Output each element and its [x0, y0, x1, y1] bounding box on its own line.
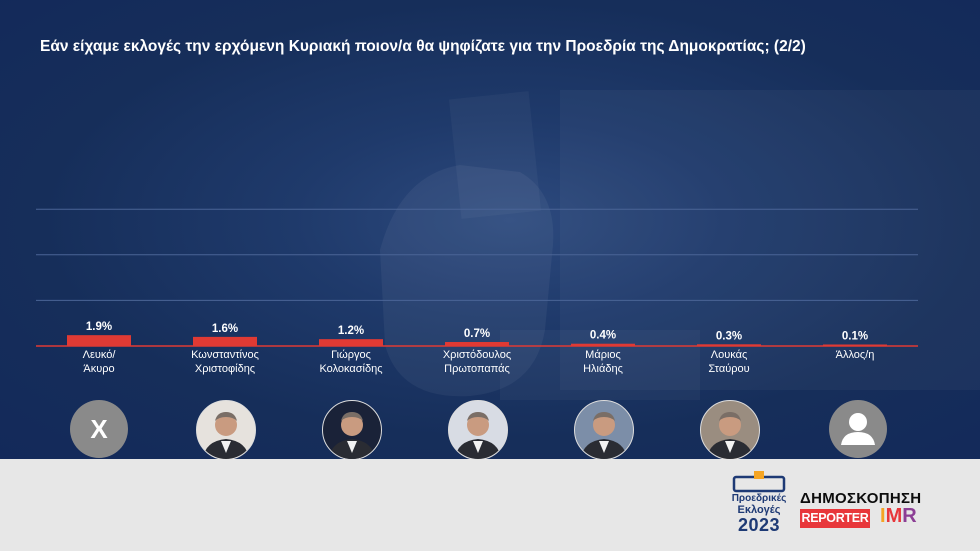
imr-logo-r: R — [902, 505, 917, 527]
data-label: 1.9% — [86, 321, 112, 333]
category-label: Μάριος — [585, 349, 621, 361]
data-label: 0.4% — [590, 330, 616, 342]
bar — [445, 342, 509, 346]
poll-label: ΔΗΜΟΣΚΟΠΗΣΗ — [800, 490, 922, 507]
data-label: 0.1% — [842, 331, 868, 343]
chart-background — [0, 0, 980, 459]
footer-band — [0, 459, 980, 551]
election-logo-line1: Προεδρικές — [731, 493, 787, 504]
election-logo-line2: Εκλογές — [737, 504, 781, 516]
candidate-photo — [196, 400, 256, 460]
bar — [193, 336, 257, 346]
bar-chart: 1.9% Λευκό/Άκυρο 1.6% Κωνσταντίνος Χριστοφίδ… — [36, 208, 918, 375]
imr-logo: IMR — [880, 505, 917, 528]
election-2023-logo: Προεδρικές Εκλογές 2023 — [726, 470, 792, 538]
category-label: Χριστοφίδης — [195, 363, 255, 375]
candidate-photos: X — [70, 400, 887, 460]
reporter-logo: REPORTER — [800, 509, 870, 528]
bar — [697, 344, 761, 346]
data-label: 0.3% — [716, 330, 742, 342]
category-label: Ηλιάδης — [583, 363, 623, 375]
blank-vote-icon: X — [70, 400, 128, 458]
category-label: Πρωτοπαπάς — [444, 363, 510, 375]
category-label: Άλλος/η — [836, 349, 875, 361]
bar — [67, 335, 131, 346]
data-label: 1.2% — [338, 325, 364, 337]
candidate-photo — [322, 400, 382, 460]
category-label: Σταύρου — [708, 363, 749, 375]
category-label: Λουκάς — [711, 349, 748, 361]
imr-logo-i: I — [880, 505, 886, 527]
data-label: 0.7% — [464, 328, 490, 340]
ballot-box-icon — [732, 471, 786, 493]
ballot-background-image — [0, 0, 980, 459]
bar — [571, 343, 635, 346]
category-label: Γιώργος — [331, 349, 371, 361]
chart-title: Εάν είχαμε εκλογές την ερχόμενη Κυριακή … — [40, 38, 806, 55]
election-logo-year: 2023 — [737, 515, 781, 535]
category-label: Λευκό/ — [83, 349, 117, 361]
candidate-photo — [448, 400, 508, 460]
category-label: Άκυρο — [83, 363, 114, 375]
category-label: Κολοκασίδης — [319, 363, 382, 375]
imr-logo-m: M — [885, 505, 903, 527]
generic-person-icon — [829, 400, 887, 458]
bar — [319, 339, 383, 346]
category-label: Χριστόδουλος — [443, 349, 511, 361]
data-label: 1.6% — [212, 323, 238, 335]
candidate-photo — [700, 400, 760, 460]
candidate-photo — [574, 400, 634, 460]
category-label: Κωνσταντίνος — [191, 349, 259, 361]
